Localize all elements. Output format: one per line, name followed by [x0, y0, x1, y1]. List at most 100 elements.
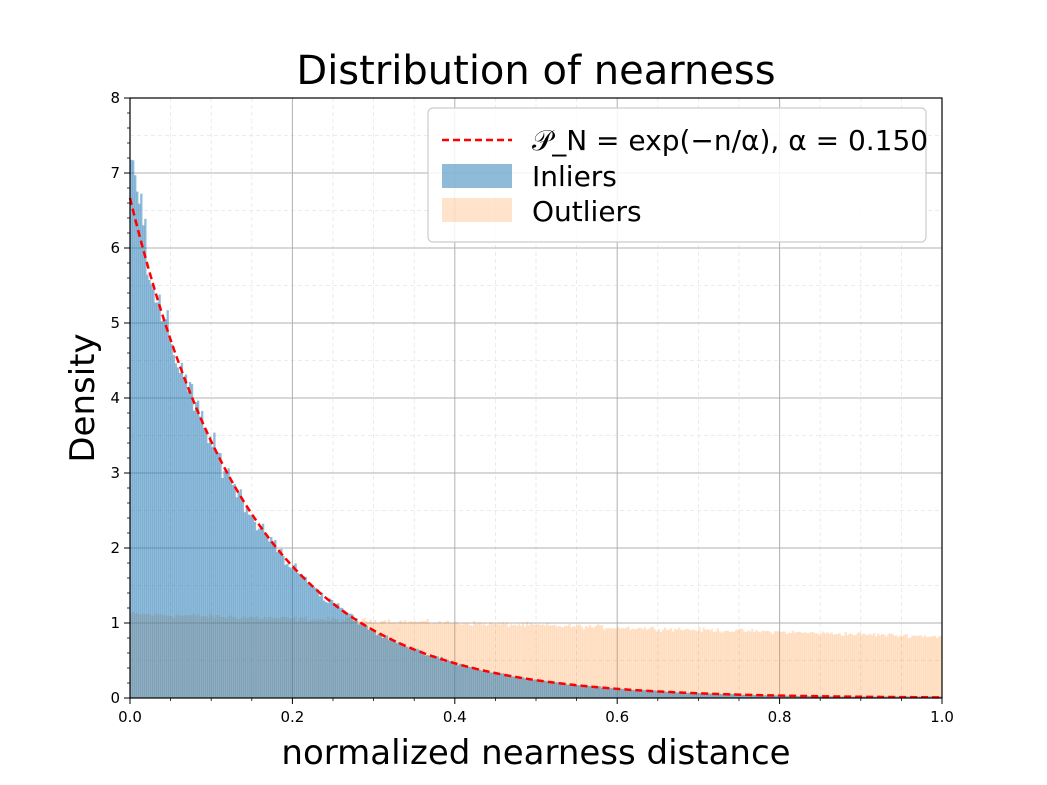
inlier-bar: [883, 696, 886, 698]
inlier-bar: [414, 650, 417, 698]
outlier-bar: [558, 625, 561, 698]
outlier-bar: [544, 625, 547, 698]
inlier-bar: [578, 685, 581, 698]
outlier-bar: [864, 634, 868, 698]
inlier-bar: [523, 678, 527, 698]
outlier-bar: [515, 625, 519, 698]
inlier-bar: [209, 436, 212, 698]
inlier-bar: [708, 693, 711, 698]
inlier-bar: [688, 692, 691, 698]
inlier-bar: [466, 666, 470, 698]
outlier-bar: [692, 629, 695, 698]
outlier-bar: [570, 627, 573, 698]
inlier-bar: [176, 367, 180, 698]
outlier-bar: [678, 627, 681, 698]
y-tick-label: 2: [110, 539, 120, 557]
inlier-bar: [205, 429, 208, 698]
inlier-bar: [540, 680, 543, 698]
inlier-bar: [353, 620, 356, 698]
inlier-bar: [381, 637, 385, 698]
outlier-bar: [676, 629, 679, 698]
y-tick-label: 0: [110, 689, 120, 707]
inlier-bar: [655, 690, 659, 698]
outlier-bar: [828, 633, 831, 698]
inlier-bar: [885, 696, 888, 698]
inlier-bar: [337, 603, 340, 698]
inlier-bar: [168, 338, 171, 698]
outlier-bar: [574, 626, 577, 698]
inlier-bar: [690, 693, 693, 698]
y-tick-label: 6: [110, 239, 120, 257]
inlier-bar: [383, 637, 387, 698]
outlier-bar: [505, 623, 508, 698]
inlier-bar: [454, 663, 458, 698]
inlier-bar: [905, 696, 908, 698]
x-axis-label: normalized nearness distance: [281, 733, 790, 773]
outlier-bar: [925, 637, 929, 698]
outlier-bar: [921, 637, 925, 698]
inlier-bar: [755, 694, 758, 698]
inlier-bar: [698, 693, 701, 698]
inlier-bar: [475, 668, 478, 698]
outlier-bar: [617, 626, 620, 698]
inlier-bar: [625, 689, 628, 698]
inlier-bar: [387, 640, 391, 698]
inlier-bar: [503, 674, 506, 698]
outlier-bar: [533, 625, 537, 698]
inlier-bar: [432, 655, 435, 698]
inlier-bar: [288, 567, 291, 698]
outlier-bar: [698, 627, 701, 698]
outlier-bar: [893, 636, 896, 698]
inlier-bar: [649, 690, 653, 698]
inlier-bar: [734, 694, 738, 698]
inlier-bar: [335, 603, 338, 698]
inlier-bar: [184, 374, 188, 698]
outlier-bar: [513, 624, 516, 698]
outlier-bar: [517, 623, 521, 698]
inlier-bar: [292, 565, 295, 698]
inlier-bar: [280, 548, 283, 698]
inlier-bar: [174, 363, 177, 698]
inlier-bar: [241, 501, 244, 698]
inlier-bar: [257, 528, 261, 698]
inlier-bar: [483, 670, 486, 698]
inlier-bar: [412, 649, 415, 698]
outlier-bar: [881, 634, 884, 698]
inlier-bar: [875, 696, 878, 698]
inlier-bar: [160, 321, 163, 698]
outlier-bar: [629, 629, 632, 698]
inlier-bar: [302, 576, 305, 698]
outlier-bar: [820, 633, 823, 698]
inlier-bar: [377, 633, 380, 698]
inlier-bar: [359, 623, 362, 698]
inlier-bar: [840, 696, 843, 698]
outlier-bar: [609, 627, 612, 698]
outlier-bar: [826, 632, 829, 698]
inlier-bar: [464, 665, 468, 698]
outlier-bar: [523, 626, 527, 698]
outlier-bar: [818, 634, 821, 698]
inlier-bar: [704, 693, 707, 698]
outlier-bar: [542, 624, 545, 698]
inlier-bar: [282, 555, 285, 698]
outlier-bar: [688, 629, 691, 698]
inlier-bar: [613, 687, 616, 698]
outlier-bar: [529, 622, 533, 698]
outlier-bar: [501, 622, 504, 698]
legend-curve-label: 𝒫_N = exp(−n/α), α = 0.150: [532, 124, 928, 157]
outlier-bar: [724, 630, 728, 698]
outlier-bar: [803, 632, 807, 698]
inlier-bar: [190, 384, 194, 698]
inlier-bar: [312, 586, 316, 698]
outlier-bar: [745, 632, 748, 698]
chart-title: Distribution of nearness: [296, 48, 775, 94]
outlier-bar: [655, 631, 659, 698]
inlier-bar: [375, 635, 378, 698]
outlier-bar: [487, 624, 490, 698]
outlier-bar: [462, 623, 466, 698]
inlier-bar: [479, 669, 482, 698]
outlier-bar: [540, 625, 543, 698]
outlier-bar: [736, 629, 740, 698]
outlier-bar: [765, 630, 768, 698]
inlier-bar: [270, 537, 273, 698]
